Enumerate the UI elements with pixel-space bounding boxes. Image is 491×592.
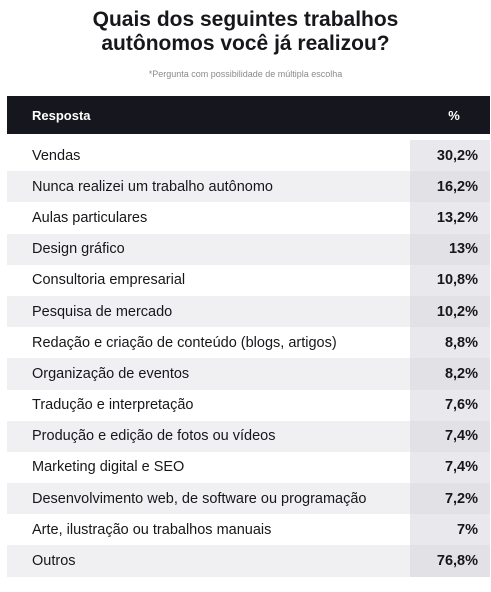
row-label: Consultoria empresarial <box>32 272 186 289</box>
table-row: Marketing digital e SEO 7,4% <box>7 451 490 484</box>
row-percent: 10,8% <box>410 264 490 296</box>
row-percent: 8,8% <box>410 327 490 359</box>
row-percent: 7,6% <box>410 389 490 421</box>
row-label: Marketing digital e SEO <box>32 459 185 476</box>
row-label: Nunca realizei um trabalho autônomo <box>32 178 273 195</box>
table-row: Aulas particulares 13,2% <box>7 202 490 234</box>
chart-title: Quais dos seguintes trabalhos autônomos … <box>0 8 491 56</box>
row-label: Vendas <box>32 147 81 164</box>
table-header: Resposta % <box>7 96 490 134</box>
row-percent: 8,2% <box>410 358 490 390</box>
row-percent: 10,2% <box>410 295 490 328</box>
row-label: Tradução e interpretação <box>32 397 194 414</box>
table-row: Vendas 30,2% <box>7 140 490 172</box>
row-label: Pesquisa de mercado <box>32 303 173 320</box>
row-percent: 13,2% <box>410 202 490 234</box>
row-label: Outros <box>32 553 76 570</box>
row-percent: 7,4% <box>410 420 490 452</box>
table-row: Outros 76,8% <box>7 545 490 577</box>
column-header-percent: % <box>448 107 460 123</box>
table-row: Organização de eventos 8,2% <box>7 358 490 390</box>
row-label: Arte, ilustração ou trabalhos manuais <box>32 521 272 538</box>
row-percent: 30,2% <box>410 140 490 172</box>
table-row: Desenvolvimento web, de software ou prog… <box>7 483 490 515</box>
row-label: Redação e criação de conteúdo (blogs, ar… <box>32 334 337 351</box>
row-percent: 7,2% <box>410 483 490 515</box>
table-row: Arte, ilustração ou trabalhos manuais 7% <box>7 514 490 546</box>
row-percent: 76,8% <box>410 545 490 577</box>
row-label: Design gráfico <box>32 241 125 258</box>
row-label: Aulas particulares <box>32 209 148 226</box>
chart-title-line-1: Quais dos seguintes trabalhos <box>92 8 399 31</box>
table-body: Vendas 30,2% Nunca realizei um trabalho au… <box>7 140 490 577</box>
table-row: Produção e edição de fotos ou vídeos 7,4% <box>7 420 490 452</box>
row-label: Organização de eventos <box>32 365 190 382</box>
table-row: Pesquisa de mercado 10,2% <box>7 295 490 328</box>
row-percent: 7% <box>410 514 490 546</box>
row-label: Desenvolvimento web, de software ou prog… <box>32 490 367 507</box>
chart-title-line-2: autônomos você já realizou? <box>101 32 390 55</box>
table-row: Redação e criação de conteúdo (blogs, ar… <box>7 327 490 359</box>
results-table: Resposta % Vendas 30,2% Nunca realizei um … <box>7 96 490 577</box>
row-percent: 16,2% <box>410 171 490 203</box>
row-percent: 7,4% <box>410 451 490 484</box>
table-row: Nunca realizei um trabalho autônomo 16,2% <box>7 171 490 203</box>
row-percent: 13% <box>410 233 490 265</box>
row-label: Produção e edição de fotos ou vídeos <box>32 428 276 445</box>
column-header-response: Resposta <box>32 107 91 123</box>
table-row: Consultoria empresarial 10,8% <box>7 264 490 296</box>
multiple-choice-note: *Pergunta com possibilidade de múltipla … <box>148 69 343 79</box>
table-row: Design gráfico 13% <box>7 233 490 265</box>
table-row: Tradução e interpretação 7,6% <box>7 389 490 421</box>
